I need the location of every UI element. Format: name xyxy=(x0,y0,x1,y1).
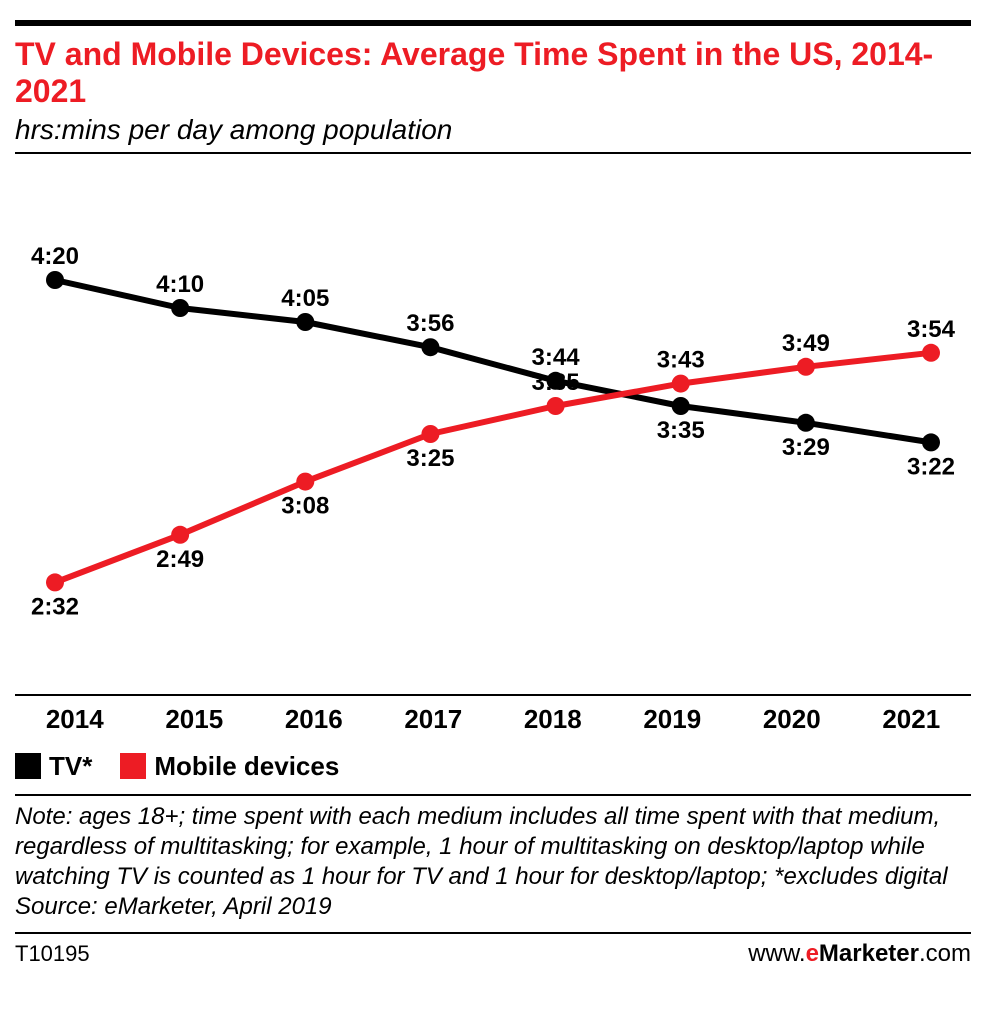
point-label: 3:08 xyxy=(281,492,329,519)
data-point xyxy=(421,425,439,443)
x-axis-tick: 2015 xyxy=(135,704,255,735)
legend-item: TV* xyxy=(15,751,92,782)
data-point xyxy=(672,374,690,392)
legend-swatch xyxy=(15,753,41,779)
point-label: 3:56 xyxy=(406,310,454,337)
point-label: 4:10 xyxy=(156,271,204,298)
footer: T10195 www.eMarketer.com xyxy=(15,934,971,968)
x-axis-tick: 2021 xyxy=(852,704,972,735)
data-point xyxy=(922,343,940,361)
point-label: 3:43 xyxy=(657,346,705,373)
data-point xyxy=(46,271,64,289)
data-point xyxy=(797,357,815,375)
legend-label: TV* xyxy=(49,751,92,782)
brand-prefix: www. xyxy=(748,940,805,967)
point-label: 3:44 xyxy=(532,343,581,370)
brand-e: e xyxy=(806,940,819,967)
chart-title: TV and Mobile Devices: Average Time Spen… xyxy=(15,36,971,110)
data-point xyxy=(171,299,189,317)
point-label: 2:49 xyxy=(156,545,204,572)
data-point xyxy=(421,338,439,356)
line-chart-svg: 4:204:104:053:563:443:353:293:222:322:49… xyxy=(15,164,971,664)
brand-url: www.eMarketer.com xyxy=(748,940,971,968)
x-axis-tick: 2018 xyxy=(493,704,613,735)
x-axis-tick: 2016 xyxy=(254,704,374,735)
note-text: Note: ages 18+; time spent with each med… xyxy=(15,802,971,892)
chart-area: 4:204:104:053:563:443:353:293:222:322:49… xyxy=(15,164,971,694)
point-label: 3:25 xyxy=(406,445,454,472)
top-rule xyxy=(15,20,971,26)
legend-swatch xyxy=(120,753,146,779)
x-axis-labels: 20142015201620172018201920202021 xyxy=(15,696,971,747)
data-point xyxy=(672,397,690,415)
x-axis-tick: 2017 xyxy=(374,704,494,735)
legend: TV* Mobile devices xyxy=(15,747,971,794)
point-label: 3:22 xyxy=(907,453,955,480)
x-axis-tick: 2014 xyxy=(15,704,135,735)
data-point xyxy=(171,525,189,543)
x-axis-tick: 2020 xyxy=(732,704,852,735)
data-point xyxy=(296,472,314,490)
point-label: 3:35 xyxy=(657,417,705,444)
brand-suffix: .com xyxy=(919,940,971,967)
point-label: 2:32 xyxy=(31,593,79,620)
legend-item: Mobile devices xyxy=(120,751,339,782)
point-label: 3:35 xyxy=(532,369,580,396)
data-point xyxy=(547,397,565,415)
point-label: 3:54 xyxy=(907,315,956,342)
chart-id: T10195 xyxy=(15,941,90,967)
point-label: 3:29 xyxy=(782,433,830,460)
legend-label: Mobile devices xyxy=(154,751,339,782)
x-axis-tick: 2019 xyxy=(613,704,733,735)
point-label: 3:49 xyxy=(782,329,830,356)
chart-subtitle: hrs:mins per day among population xyxy=(15,114,971,146)
brand-rest: Marketer xyxy=(819,940,919,967)
data-point xyxy=(797,413,815,431)
data-point xyxy=(46,573,64,591)
source-text: Source: eMarketer, April 2019 xyxy=(15,892,971,922)
note-top-rule xyxy=(15,794,971,796)
data-point xyxy=(296,313,314,331)
point-label: 4:05 xyxy=(281,285,329,312)
title-underline xyxy=(15,152,971,154)
point-label: 4:20 xyxy=(31,243,79,270)
data-point xyxy=(922,433,940,451)
